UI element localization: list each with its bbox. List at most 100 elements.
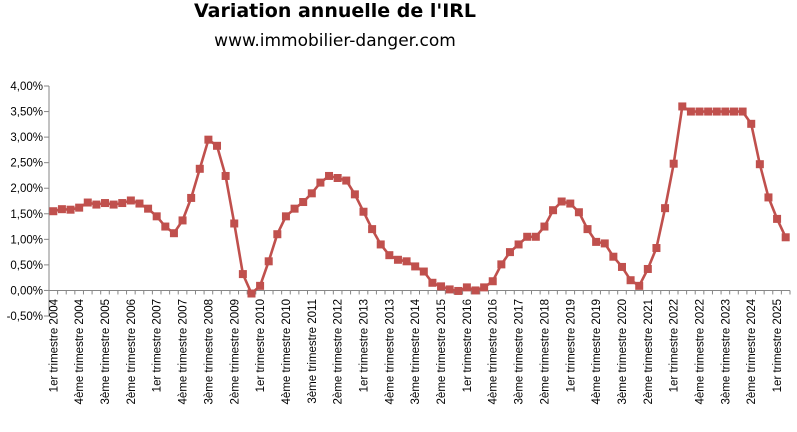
x-tick-label: 1er trimestre 2013 xyxy=(358,299,370,392)
x-tick-label: 3ème trimestre 2014 xyxy=(410,298,422,404)
data-point xyxy=(342,176,351,185)
data-point xyxy=(738,107,747,116)
x-tick-label: 3ème trimestre 2008 xyxy=(203,299,215,404)
data-point xyxy=(471,286,480,295)
data-point xyxy=(169,229,178,238)
x-tick-label: 4ème trimestre 2022 xyxy=(695,299,707,404)
data-point xyxy=(325,171,334,180)
data-point xyxy=(281,212,290,221)
x-tick-label: 3ème trimestre 2020 xyxy=(617,299,629,404)
data-point xyxy=(583,225,592,234)
data-point xyxy=(652,244,661,253)
data-point xyxy=(704,107,713,116)
y-tick-label: 3,50% xyxy=(10,107,43,119)
x-tick-label: 4ème trimestre 2016 xyxy=(488,299,500,404)
x-tick-label: 2ème trimestre 2021 xyxy=(643,299,655,404)
data-point xyxy=(92,200,101,209)
data-point xyxy=(264,257,273,266)
data-point xyxy=(350,190,359,199)
y-axis: -0,50% 0,00% 0,50% 1,00% 1,50% 2,00% 2,50% 3,00… xyxy=(7,81,50,323)
data-point xyxy=(661,204,670,213)
data-point xyxy=(566,199,575,208)
data-point xyxy=(75,203,84,212)
data-point xyxy=(617,262,626,271)
y-tick-label: 0,00% xyxy=(10,285,43,297)
chart-subtitle: www.immobilier-danger.com xyxy=(214,31,456,51)
data-point xyxy=(316,178,325,187)
x-tick-label: 1er trimestre 2007 xyxy=(152,299,164,392)
data-point xyxy=(643,264,652,273)
x-tick-label: 4ème trimestre 2004 xyxy=(74,298,86,404)
data-point xyxy=(411,262,420,271)
y-tick-label: 1,00% xyxy=(10,234,43,246)
data-point xyxy=(368,225,377,234)
data-point xyxy=(514,240,523,249)
x-tick-label: 1er trimestre 2004 xyxy=(48,298,60,392)
data-point xyxy=(204,135,213,144)
x-tick-label: 3ème trimestre 2023 xyxy=(720,299,732,404)
data-point xyxy=(307,189,316,198)
data-point xyxy=(557,197,566,206)
x-tick-label: 4ème trimestre 2010 xyxy=(281,299,293,404)
data-point xyxy=(712,107,721,116)
data-point xyxy=(600,239,609,248)
data-point xyxy=(609,252,618,261)
y-tick-label: -0,50% xyxy=(7,311,43,323)
data-point xyxy=(83,198,92,207)
x-tick-label: 4ème trimestre 2007 xyxy=(178,299,190,404)
x-tick-label: 2ème trimestre 2006 xyxy=(126,299,138,404)
data-point xyxy=(161,222,170,231)
x-tick-label: 4ème trimestre 2013 xyxy=(384,299,396,404)
data-point xyxy=(626,276,635,285)
data-point xyxy=(66,205,75,214)
data-point xyxy=(290,204,299,213)
data-point xyxy=(195,164,204,173)
data-point xyxy=(523,232,532,241)
data-point xyxy=(213,141,222,150)
data-point xyxy=(57,205,66,214)
chart-title: Variation annuelle de l'IRL xyxy=(193,0,477,22)
x-tick-label: 3ème trimestre 2011 xyxy=(307,299,319,404)
data-point xyxy=(729,107,738,116)
x-tick-label: 2ème trimestre 2018 xyxy=(539,299,551,404)
data-point xyxy=(230,219,239,228)
data-series xyxy=(49,102,790,298)
data-point xyxy=(152,212,161,221)
data-point xyxy=(531,232,540,241)
y-tick-label: 0,50% xyxy=(10,260,43,272)
x-tick-label: 1er trimestre 2025 xyxy=(772,299,784,392)
data-point xyxy=(669,159,678,168)
data-point xyxy=(333,174,342,182)
y-tick-label: 4,00% xyxy=(10,81,43,93)
data-point xyxy=(178,216,187,225)
y-tick-label: 3,00% xyxy=(10,132,43,144)
data-point xyxy=(135,199,144,208)
data-point xyxy=(221,171,230,180)
data-point xyxy=(764,193,773,202)
data-point xyxy=(695,107,704,116)
y-tick-label: 2,00% xyxy=(10,183,43,195)
data-point xyxy=(238,270,247,279)
data-point xyxy=(385,251,394,260)
y-tick-label: 2,50% xyxy=(10,158,43,170)
data-point xyxy=(747,119,756,128)
data-point xyxy=(635,281,644,290)
x-tick-label: 1er trimestre 2010 xyxy=(255,299,267,392)
data-point xyxy=(445,285,454,294)
x-tick-label: 3ème trimestre 2005 xyxy=(100,299,112,404)
data-point xyxy=(678,102,687,111)
data-point xyxy=(540,222,549,231)
data-point xyxy=(273,230,282,239)
data-point xyxy=(101,199,110,208)
data-point xyxy=(781,233,790,242)
x-tick-label: 4ème trimestre 2019 xyxy=(591,299,603,404)
data-point xyxy=(721,107,730,116)
data-point xyxy=(256,281,265,290)
data-point xyxy=(480,283,489,292)
x-tick-label: 1er trimestre 2022 xyxy=(669,299,681,392)
data-point xyxy=(549,206,558,215)
data-point xyxy=(299,198,308,207)
x-tick-label: 2ème trimestre 2009 xyxy=(229,299,241,404)
data-point xyxy=(419,267,428,276)
